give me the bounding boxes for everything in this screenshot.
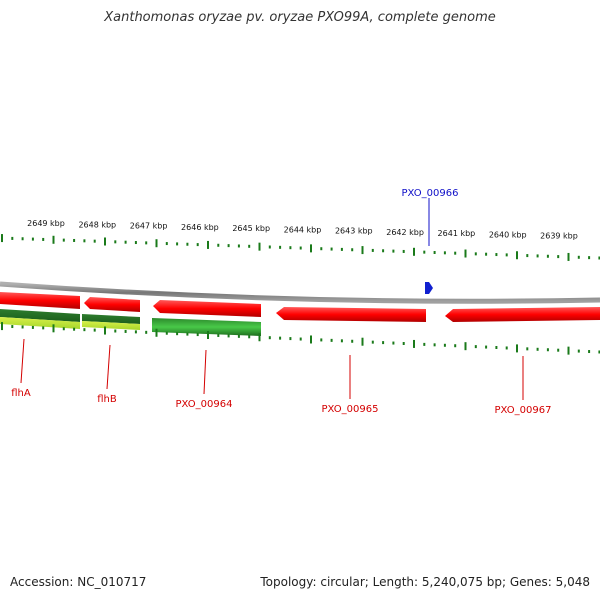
leader-flhA: [20, 338, 25, 384]
gene-label-flhA[interactable]: flhA: [11, 388, 31, 399]
feature-green-3[interactable]: [152, 318, 261, 336]
gene-label-PXO_00964[interactable]: PXO_00964: [176, 399, 233, 410]
tick-label: 2640 kbp: [489, 230, 527, 239]
tick-label: 2645 kbp: [232, 224, 270, 233]
lower-tick-ruler: [1, 322, 600, 355]
gene-PXO_00967[interactable]: [445, 307, 600, 322]
gene-PXO_00964[interactable]: [153, 300, 261, 317]
feature-dark-green-2[interactable]: [82, 314, 140, 324]
feature-dark-green-1[interactable]: [0, 309, 80, 322]
gene-flhB[interactable]: [84, 297, 140, 312]
gene-flhA[interactable]: [0, 292, 80, 309]
gene-label-flhB[interactable]: flhB: [97, 394, 117, 405]
feature-lime-2[interactable]: [82, 321, 140, 330]
gene-leader-lines: [20, 338, 524, 400]
feature-lime-1[interactable]: [0, 317, 80, 329]
genome-backbone: [0, 281, 600, 304]
tick-label: 2641 kbp: [438, 229, 476, 238]
genome-title: Xanthomonas oryzae pv. oryzae PXO99A, co…: [104, 10, 496, 25]
gene-label-PXO_00965[interactable]: PXO_00965: [322, 404, 379, 415]
accession-text: Accession: NC_010717: [10, 575, 147, 589]
leader-PXO_00964: [203, 349, 207, 395]
tick-label: 2648 kbp: [78, 220, 116, 229]
gene-label-PXO_00966[interactable]: PXO_00966: [402, 188, 459, 199]
upper-tick-ruler: [1, 234, 600, 261]
tick-labels: 2649 kbp 2648 kbp 2647 kbp 2646 kbp 2645 kbp…: [27, 219, 578, 241]
gene-labels: flhA flhB PXO_00964 PXO_00965 PXO_00967 …: [11, 188, 551, 416]
gene-PXO_00966-marker[interactable]: [425, 282, 433, 294]
tick-label: 2646 kbp: [181, 223, 219, 232]
reverse-features: [0, 309, 261, 336]
tick-label: 2643 kbp: [335, 227, 373, 236]
gene-PXO_00965[interactable]: [276, 307, 426, 322]
tick-label: 2644 kbp: [284, 225, 322, 234]
leader-flhB: [106, 344, 111, 390]
tick-label: 2639 kbp: [540, 232, 578, 241]
tick-label: 2642 kbp: [386, 228, 424, 237]
forward-genes: [0, 292, 600, 322]
genome-summary-text: Topology: circular; Length: 5,240,075 bp…: [260, 575, 590, 589]
tick-label: 2649 kbp: [27, 219, 65, 228]
tick-label: 2647 kbp: [130, 222, 168, 231]
gene-label-PXO_00967[interactable]: PXO_00967: [495, 405, 552, 416]
